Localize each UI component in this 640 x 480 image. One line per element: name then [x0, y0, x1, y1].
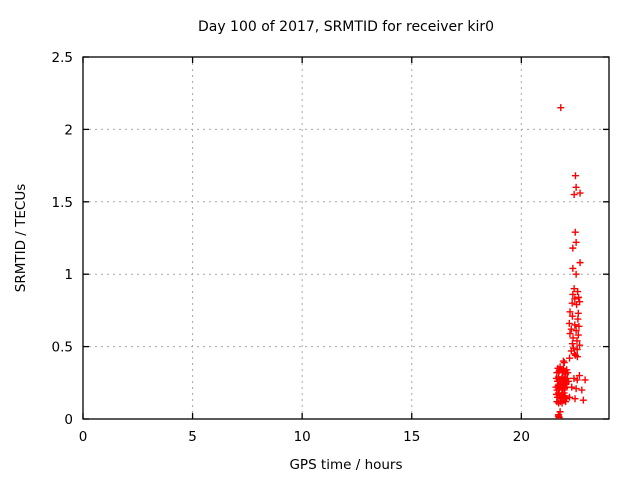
data-point — [578, 386, 586, 394]
data-point — [576, 341, 584, 349]
data-point — [570, 285, 578, 293]
x-tick-label: 10 — [294, 429, 311, 445]
data-point — [555, 414, 563, 419]
data-point — [566, 330, 574, 338]
x-axis-label: GPS time / hours — [289, 457, 402, 473]
data-point — [573, 353, 581, 361]
data-point — [568, 312, 576, 320]
data-point — [575, 322, 583, 330]
y-tick-label: 1 — [64, 267, 73, 283]
plot-border — [82, 56, 610, 420]
x-tick-label: 5 — [188, 429, 197, 445]
y-tick-label: 2 — [64, 122, 73, 138]
data-point — [573, 345, 581, 353]
data-point — [572, 270, 580, 278]
data-point — [576, 259, 584, 267]
data-point — [566, 393, 574, 401]
data-point — [576, 189, 584, 197]
data-point — [568, 299, 576, 307]
data-point — [569, 290, 577, 298]
data-point — [572, 183, 580, 191]
data-point — [575, 293, 583, 301]
x-tick-label: 0 — [79, 429, 88, 445]
data-point — [568, 340, 576, 348]
data-point — [570, 191, 578, 199]
data-point — [567, 325, 575, 333]
data-point — [573, 337, 581, 345]
data-point — [571, 395, 579, 403]
y-tick-label: 2.5 — [52, 50, 73, 66]
y-axis-label: SRMTID / TECUs — [13, 184, 29, 292]
data-point — [569, 244, 577, 252]
data-point — [574, 315, 582, 323]
data-point — [571, 321, 579, 329]
y-tick-label: 1.5 — [52, 195, 73, 211]
data-point — [571, 295, 579, 303]
data-points — [552, 104, 589, 419]
data-point — [573, 301, 581, 309]
data-point — [568, 383, 576, 391]
data-point — [572, 238, 580, 246]
data-point — [572, 385, 580, 393]
data-point — [581, 376, 589, 384]
data-point — [572, 327, 580, 335]
gridlines — [83, 57, 609, 419]
data-point — [562, 398, 570, 406]
data-point — [557, 104, 565, 112]
data-point — [565, 319, 573, 327]
data-point — [570, 374, 578, 382]
data-point — [579, 396, 587, 404]
data-point — [571, 228, 579, 236]
data-point — [560, 359, 568, 367]
data-point — [574, 331, 582, 339]
data-point — [575, 372, 583, 380]
x-tick-label: 20 — [513, 429, 530, 445]
data-point — [571, 172, 579, 180]
data-point — [566, 308, 574, 316]
tick-marks — [82, 56, 609, 420]
y-tick-label: 0 — [64, 412, 73, 428]
x-tick-label: 15 — [403, 429, 420, 445]
data-point — [574, 288, 582, 296]
chart-title: Day 100 of 2017, SRMTID for receiver kir… — [198, 19, 494, 35]
data-point — [566, 354, 574, 362]
data-point — [573, 376, 581, 384]
y-tick-label: 0.5 — [52, 340, 73, 356]
data-point — [569, 264, 577, 272]
data-point — [559, 357, 567, 365]
